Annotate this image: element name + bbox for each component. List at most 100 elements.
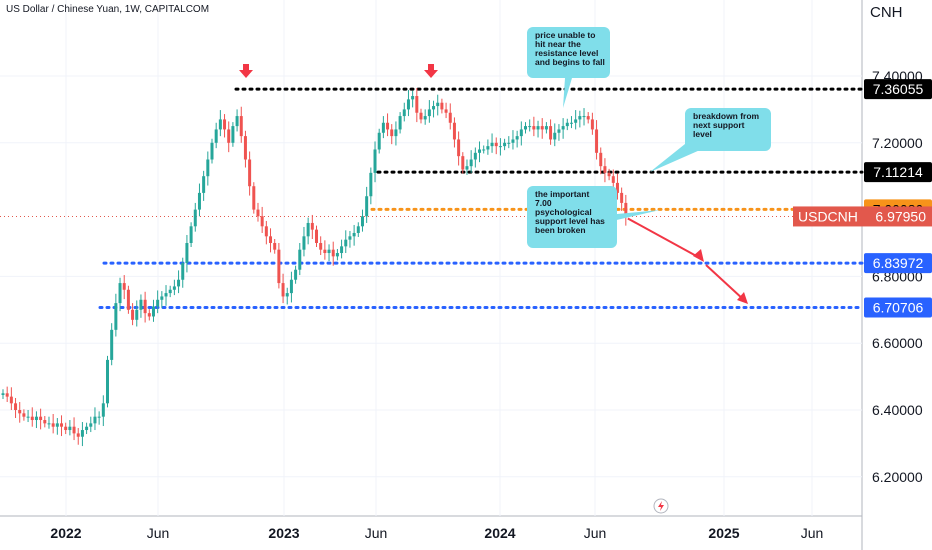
x-tick-label: Jun (365, 525, 388, 541)
candle-body (595, 129, 599, 153)
x-tick-label: Jun (147, 525, 170, 541)
callout-box (685, 108, 771, 151)
candle-body (252, 186, 256, 210)
candle-body (469, 159, 473, 167)
callout-text: psychological (535, 207, 592, 217)
currency-label: CNH (870, 4, 903, 21)
candle-body (281, 283, 285, 297)
candle-body (22, 413, 26, 417)
candle-body (319, 243, 323, 250)
candle-body (9, 396, 13, 404)
candle-body (227, 129, 231, 143)
candle-body (76, 433, 80, 437)
candle-body (47, 423, 51, 425)
candle-body (611, 176, 615, 183)
candle-body (289, 279, 293, 294)
candle-body (51, 423, 55, 427)
candle-body (356, 226, 360, 233)
candle-body (298, 249, 302, 270)
candle-body (72, 426, 76, 434)
candle-body (473, 152, 477, 160)
candle-body (80, 430, 84, 437)
projection-arrow-line (627, 217, 701, 259)
candle-body (394, 129, 398, 137)
candle-body (68, 426, 72, 431)
x-tick-label: Jun (584, 525, 607, 541)
candle-body (181, 263, 185, 280)
candle-body (465, 166, 469, 170)
level-price-tag (864, 297, 932, 318)
candle-body (486, 146, 490, 150)
candle-body (553, 132, 557, 140)
x-tick-label: 2024 (484, 525, 515, 541)
candle-body (1, 393, 5, 395)
candle-body (85, 426, 89, 431)
candle-body (352, 232, 356, 237)
candle-body (482, 149, 486, 151)
candle-body (34, 416, 38, 421)
callout-text: resistance level (535, 48, 598, 58)
candle-body (478, 149, 482, 153)
candle-body (344, 239, 348, 247)
candle-body (97, 416, 101, 418)
candle-body (202, 176, 206, 193)
candle-body (406, 99, 410, 110)
candle-body (156, 299, 160, 307)
price-axis[interactable]: 7.400007.200006.800006.600006.400006.200… (793, 68, 932, 485)
callout-box (527, 186, 617, 248)
candle-body (331, 249, 335, 257)
candle-body (114, 303, 118, 330)
candle-body (490, 142, 494, 147)
candle-body (461, 156, 465, 170)
candle-body (444, 109, 448, 113)
candle-body (335, 253, 339, 257)
callout-text: price unable to (535, 30, 595, 40)
candle-body (607, 172, 611, 177)
candle-body (185, 243, 189, 264)
candle-body (26, 416, 30, 418)
candle-body (223, 119, 227, 130)
level-price-label: 7.11214 (873, 164, 923, 180)
x-tick-label: 2023 (268, 525, 299, 541)
candle-body (110, 329, 114, 360)
candle-body (532, 126, 536, 130)
candle-body (14, 403, 18, 410)
candle-body (260, 216, 264, 227)
candle-body (624, 202, 628, 217)
candle-body (43, 420, 47, 424)
candle-body (160, 296, 164, 300)
candle-body (599, 152, 603, 167)
candle-body (172, 286, 176, 290)
time-axis[interactable]: 2022 Jun 2023 Jun 2024 Jun 2025 Jun (50, 525, 823, 541)
candle-body (269, 236, 273, 243)
last-price-value: 6.97950 (875, 208, 926, 224)
candle-body (248, 159, 252, 187)
candle-body (398, 116, 402, 130)
candle-body (415, 96, 419, 113)
candle-body (89, 423, 93, 427)
callout-text: hit near the (535, 39, 581, 49)
callout-text: the important (535, 189, 589, 199)
candle-body (419, 112, 423, 120)
candle-body (118, 283, 122, 304)
candle-body (377, 132, 381, 150)
callout-text: level (693, 129, 712, 139)
callout-text: breakdown from (693, 111, 760, 121)
candle-body (494, 142, 498, 147)
candle-body (315, 229, 318, 243)
candle-body (5, 393, 9, 397)
callout-pointer (563, 78, 572, 108)
candle-body (327, 249, 331, 254)
candle-body (549, 126, 553, 140)
candle-body (440, 102, 444, 110)
candle-body (528, 126, 532, 128)
candle-body (93, 416, 97, 424)
candle-body (60, 423, 64, 427)
candle-body (582, 116, 586, 118)
candle-body (590, 119, 594, 130)
candle-body (135, 309, 139, 320)
candle-body (536, 126, 540, 130)
candle-body (511, 139, 515, 143)
